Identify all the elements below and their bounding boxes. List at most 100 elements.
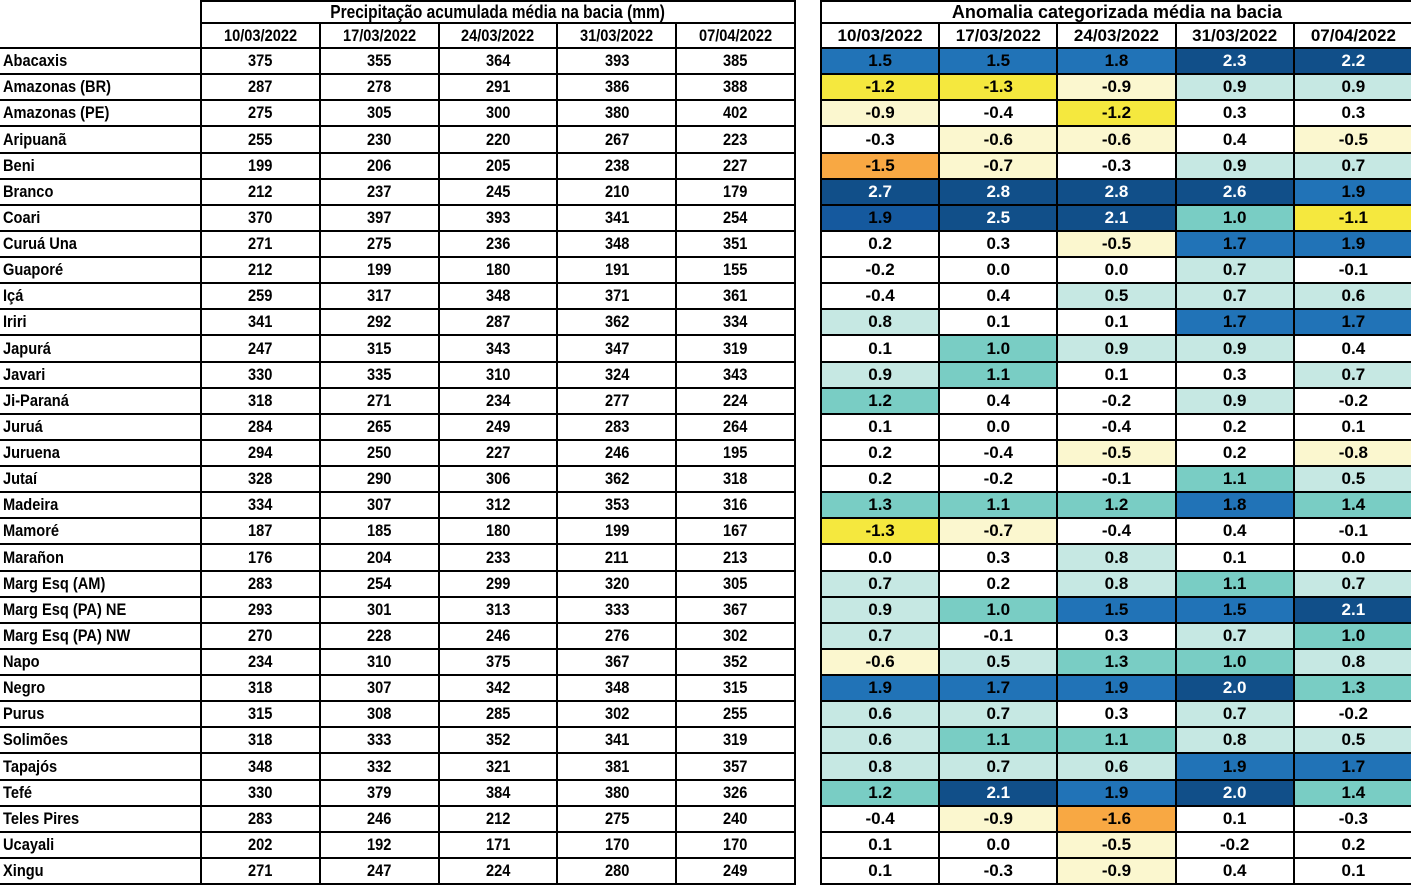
anomaly-table-row: 0.1 -0.3 -0.9 0.4 0.1 <box>819 856 1411 885</box>
precip-value-text: 308 <box>366 704 392 724</box>
precip-value-text: 348 <box>604 234 629 254</box>
precip-table-title-text: Precipitação acumulada média na bacia (m… <box>330 1 666 22</box>
precip-value-cell: 341 <box>200 308 321 337</box>
date-header-cell: 31/03/2022 <box>1174 22 1295 49</box>
precip-table-row: Abacaxis 375 355 364 393 385 <box>0 46 797 76</box>
precip-value-text: 352 <box>723 652 748 672</box>
anomaly-value-cell: -0.2 <box>1292 700 1411 729</box>
basin-label: Beni <box>0 151 202 180</box>
precip-value-cell: 247 <box>200 334 321 363</box>
precip-value-cell: 240 <box>675 804 797 833</box>
precip-table-row: Purus 315 308 285 302 255 <box>0 700 797 729</box>
precip-value-cell: 254 <box>318 569 440 598</box>
basin-label: Içá <box>0 282 202 311</box>
precip-value-cell: 230 <box>318 125 440 154</box>
anomaly-value-cell: 0.4 <box>938 282 1059 311</box>
precip-value-cell: 352 <box>437 726 559 755</box>
anomaly-value-cell: 1.9 <box>1174 752 1295 781</box>
precip-value-text: 348 <box>485 286 511 306</box>
precip-value-text: 213 <box>723 547 748 567</box>
basin-label-text: Marg Esq (AM) <box>3 573 106 593</box>
precip-value-cell: 315 <box>200 700 321 729</box>
precip-table-row: Tefé 330 379 384 380 326 <box>0 778 797 807</box>
basin-label-text: Tapajós <box>3 756 58 776</box>
basin-label: Xingu <box>0 856 202 885</box>
anomaly-value-cell: 1.1 <box>1174 569 1295 598</box>
precip-value-text: 155 <box>723 260 748 280</box>
anomaly-value-cell: -1.2 <box>819 73 941 102</box>
precip-value-cell: 385 <box>675 46 797 76</box>
precip-value-cell: 364 <box>437 46 559 76</box>
precip-table-row: Iriri 341 292 287 362 334 <box>0 308 797 337</box>
precip-value-cell: 316 <box>675 491 797 520</box>
precip-value-text: 375 <box>485 652 511 672</box>
anomaly-value-cell: -0.2 <box>1174 830 1295 859</box>
basin-label: Negro <box>0 673 202 703</box>
anomaly-table-row: 0.1 0.0 -0.5 -0.2 0.2 <box>819 830 1411 859</box>
basin-label: Mamoré <box>0 517 202 546</box>
anomaly-value-cell: 0.0 <box>938 830 1059 859</box>
basin-label: Madeira <box>0 491 202 520</box>
precip-value-cell: 302 <box>556 700 678 729</box>
precip-value-text: 234 <box>248 652 273 672</box>
anomaly-value-cell: -0.1 <box>938 621 1059 650</box>
precip-value-cell: 312 <box>437 491 559 520</box>
basin-label-text: Jutaí <box>3 469 38 489</box>
basin-label: Juruá <box>0 412 202 441</box>
anomaly-value-cell: -0.1 <box>1292 255 1411 285</box>
anomaly-table-row: 0.1 1.0 0.9 0.9 0.4 <box>819 334 1411 363</box>
anomaly-value-cell: 1.9 <box>819 203 941 232</box>
precip-table-row: Amazonas (PE) 275 305 300 380 402 <box>0 99 797 128</box>
precip-value-cell: 278 <box>318 73 440 102</box>
basin-label: Tefé <box>0 778 202 807</box>
precip-value-text: 307 <box>366 678 392 698</box>
precip-value-cell: 271 <box>200 856 321 885</box>
precip-value-cell: 348 <box>200 752 321 781</box>
anomaly-value-cell: 2.1 <box>1292 595 1411 624</box>
precip-value-cell: 343 <box>437 334 559 363</box>
precip-value-cell: 318 <box>200 726 321 755</box>
basin-label-text: Marg Esq (PA) NW <box>3 625 131 645</box>
precip-value-cell: 348 <box>556 673 678 703</box>
anomaly-value-cell: 1.0 <box>938 334 1059 363</box>
precip-value-cell: 195 <box>675 438 797 468</box>
basin-label-text: Purus <box>3 704 45 724</box>
anomaly-table-row: -0.2 0.0 0.0 0.7 -0.1 <box>819 255 1411 285</box>
precip-value-cell: 402 <box>675 99 797 128</box>
precip-table-row: Branco 212 237 245 210 179 <box>0 177 797 206</box>
anomaly-value-cell: 0.4 <box>1174 517 1295 546</box>
anomaly-value-cell: 1.0 <box>1292 621 1411 650</box>
anomaly-table-row: 0.8 0.1 0.1 1.7 1.7 <box>819 308 1411 337</box>
anomaly-value-cell: 1.1 <box>938 491 1059 520</box>
precip-value-cell: 299 <box>437 569 559 598</box>
precip-value-text: 287 <box>248 77 273 97</box>
basin-label-text: Amazonas (BR) <box>3 77 112 97</box>
basin-label: Aripuanã <box>0 125 202 154</box>
anomaly-value-cell: 0.8 <box>1056 543 1177 572</box>
precip-value-cell: 271 <box>318 386 440 415</box>
anomaly-value-cell: 0.7 <box>1174 282 1295 311</box>
anomaly-value-cell: 0.5 <box>1292 726 1411 755</box>
precip-value-text: 319 <box>723 730 748 750</box>
precip-value-text: 191 <box>604 260 629 280</box>
precip-value-text: 280 <box>604 861 629 881</box>
anomaly-value-cell: -0.5 <box>1056 229 1177 259</box>
precip-value-cell: 180 <box>437 517 559 546</box>
basin-label: Juruena <box>0 438 202 468</box>
basin-label: Branco <box>0 177 202 206</box>
precip-value-cell: 333 <box>556 595 678 624</box>
precip-value-cell: 333 <box>318 726 440 755</box>
precip-value-cell: 351 <box>675 229 797 259</box>
precip-value-cell: 347 <box>556 334 678 363</box>
precip-value-cell: 275 <box>200 99 321 128</box>
precip-value-cell: 300 <box>437 99 559 128</box>
anomaly-table-title: Anomalia categorizada média na bacia <box>820 0 1411 24</box>
basin-label-text: Marg Esq (PA) NE <box>3 599 127 619</box>
precip-value-text: 294 <box>248 443 273 463</box>
precip-value-cell: 246 <box>437 621 559 650</box>
precip-value-text: 212 <box>248 260 273 280</box>
anomaly-value-cell: 2.5 <box>938 203 1059 232</box>
basin-label: Marg Esq (PA) NW <box>0 621 202 650</box>
anomaly-value-cell: 0.1 <box>1292 412 1411 441</box>
